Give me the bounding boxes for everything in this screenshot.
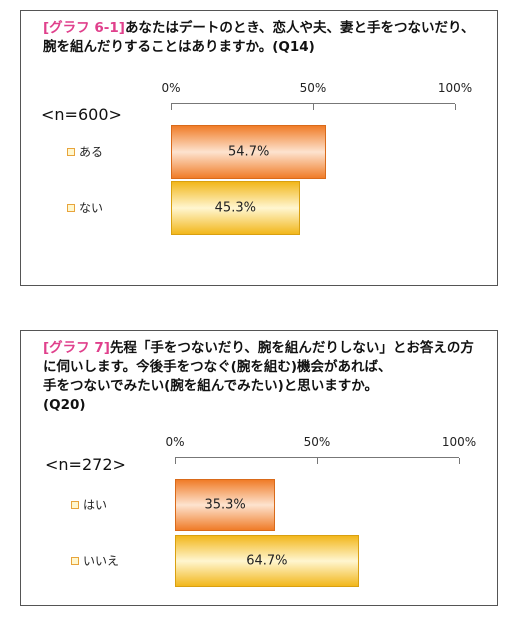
axis-tick-label: 0% <box>161 81 181 95</box>
axis-tick-mark <box>313 104 314 110</box>
bar-value-label: 45.3% <box>214 200 256 216</box>
axis-tick-mark <box>459 458 460 464</box>
chart-title-line: に伺いします。今後手をつなぐ(腕を組む)機会があれば、 <box>43 359 392 375</box>
legend-marker-icon <box>71 500 79 509</box>
chart-title: [グラフ 7]先程「手をつないだり、腕を組んだりしない」とお答えの方 に伺いしま… <box>43 339 487 415</box>
bar <box>175 479 276 531</box>
chart-title: [グラフ 6-1]あなたはデートのとき、恋人や夫、妻と手をつないだり、 腕を組ん… <box>43 19 487 57</box>
bar-value-label: 64.7% <box>246 553 288 569</box>
category-label: はい <box>71 496 107 513</box>
category-text: ある <box>79 145 104 159</box>
chart-title-line: 手をつないでみたい(腕を組んでみたい)と思いますか。 <box>43 378 378 394</box>
chart-title-line: あなたはデートのとき、恋人や夫、妻と手をつないだり、 <box>124 20 475 36</box>
bar <box>175 535 359 587</box>
axis-tick-label: 50% <box>299 81 327 95</box>
category-label: ある <box>67 143 103 160</box>
chart-title-line: 腕を組んだりすることはありますか。(Q14) <box>43 39 315 55</box>
axis-tick-label: 0% <box>165 435 185 449</box>
chart-title-tag: [グラフ 7] <box>43 340 110 356</box>
legend-marker-icon <box>67 147 75 156</box>
sample-size-label: <n=600> <box>41 105 122 124</box>
chart-title-tag: [グラフ 6-1] <box>43 20 125 36</box>
category-text: いいえ <box>83 554 120 568</box>
category-label: ない <box>67 199 103 216</box>
sample-size-label: <n=272> <box>45 455 126 474</box>
bar <box>171 181 300 235</box>
chart-panel-1: [グラフ 6-1]あなたはデートのとき、恋人や夫、妻と手をつないだり、 腕を組ん… <box>20 10 498 286</box>
axis-tick-mark <box>175 458 176 464</box>
axis-tick-label: 100% <box>441 435 477 449</box>
category-text: はい <box>83 498 108 512</box>
category-text: ない <box>79 201 104 215</box>
x-axis-line <box>175 457 460 470</box>
chart-title-line: 先程「手をつないだり、腕を組んだりしない」とお答えの方 <box>109 340 474 356</box>
legend-marker-icon <box>67 203 75 212</box>
chart-panel-2: [グラフ 7]先程「手をつないだり、腕を組んだりしない」とお答えの方 に伺いしま… <box>20 330 498 606</box>
legend-marker-icon <box>71 556 79 565</box>
axis-tick-mark <box>171 104 172 110</box>
bar-value-label: 54.7% <box>228 144 270 160</box>
axis-tick-mark <box>317 458 318 464</box>
x-axis-line <box>171 103 456 116</box>
bar <box>171 125 327 179</box>
axis-tick-mark <box>455 104 456 110</box>
category-label: いいえ <box>71 552 119 569</box>
axis-tick-label: 50% <box>303 435 331 449</box>
chart-title-line: (Q20) <box>43 397 86 413</box>
axis-tick-label: 100% <box>437 81 473 95</box>
bar-value-label: 35.3% <box>204 497 246 513</box>
